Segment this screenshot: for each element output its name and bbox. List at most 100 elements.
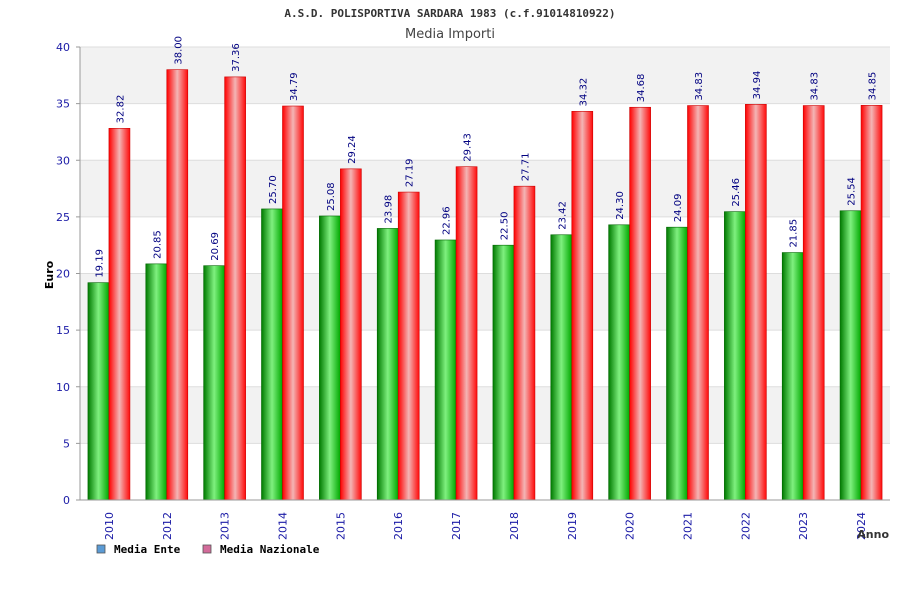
- bar: [724, 211, 746, 501]
- bar: [282, 105, 304, 501]
- bar: [781, 252, 804, 501]
- x-tick-label: 2015: [334, 512, 347, 540]
- value-labels: 19.19 32.82 20.85 38.00 20.69 37.36 25.70 34.79…: [94, 36, 878, 278]
- bar: [666, 226, 688, 501]
- data-label: 27.19: [405, 158, 416, 187]
- x-tick-label: 2021: [682, 512, 695, 540]
- data-label: 38.00: [173, 36, 184, 65]
- data-label: 25.54: [847, 177, 858, 206]
- y-axis-label: Euro: [43, 260, 56, 289]
- plot-band: [80, 160, 890, 217]
- bar: [397, 191, 420, 501]
- legend-label-media-nazionale: Media Nazionale: [220, 543, 320, 556]
- chart-title: A.S.D. POLISPORTIVA SARDARA 1983 (c.f.91…: [284, 7, 615, 20]
- data-label: 34.32: [578, 78, 589, 107]
- bar: [203, 265, 225, 501]
- x-tick-label: 2018: [508, 512, 521, 540]
- data-label: 34.68: [636, 74, 647, 103]
- data-label: 34.83: [810, 72, 821, 101]
- bar: [87, 282, 110, 501]
- data-label: 32.82: [115, 95, 126, 124]
- bar: [513, 185, 536, 501]
- bar: [455, 166, 478, 501]
- x-tick-label: 2019: [566, 512, 579, 540]
- data-label: 27.71: [520, 153, 531, 182]
- x-tick-label: 2013: [219, 512, 232, 540]
- bar: [608, 224, 630, 501]
- plot-band: [80, 273, 890, 331]
- y-tick-label: 5: [63, 437, 70, 450]
- bar: [629, 106, 651, 501]
- bar: [550, 234, 573, 501]
- bar: [839, 210, 862, 501]
- data-label: 25.70: [268, 175, 279, 204]
- plot-band: [80, 216, 890, 274]
- plot-band: [80, 330, 890, 387]
- bar: [687, 105, 709, 501]
- bar: [434, 239, 457, 501]
- y-tick-label: 15: [56, 324, 70, 337]
- y-tick-label: 40: [56, 41, 70, 54]
- bar: [319, 215, 341, 501]
- bar: [145, 263, 168, 501]
- bar: [571, 111, 594, 501]
- y-tick-label: 0: [63, 494, 70, 507]
- bar: [376, 228, 399, 501]
- data-label: 24.09: [673, 194, 684, 223]
- data-label: 22.50: [499, 212, 510, 241]
- data-label: 34.85: [868, 72, 879, 101]
- x-axis-ticks: 2010 2012 2013 2014 2015 2016 2017 2018 2019 2020…: [103, 512, 868, 540]
- plot-band: [80, 443, 890, 500]
- plot-band: [80, 386, 890, 444]
- data-label: 34.94: [752, 71, 763, 100]
- plot-band: [80, 103, 890, 161]
- bar: [802, 105, 825, 501]
- bar: [492, 244, 515, 501]
- y-tick-label: 25: [56, 211, 70, 224]
- data-label: 37.36: [231, 43, 242, 72]
- x-tick-label: 2022: [739, 512, 752, 540]
- x-tick-label: 2017: [450, 512, 463, 540]
- y-tick-label: 30: [56, 154, 70, 167]
- data-label: 22.96: [442, 206, 453, 235]
- bar: [340, 168, 362, 501]
- data-label: 24.30: [615, 191, 626, 220]
- data-label: 21.85: [789, 219, 800, 248]
- chart-subtitle: Media Importi: [405, 27, 495, 42]
- x-tick-label: 2023: [797, 512, 810, 540]
- bar: [224, 76, 246, 501]
- legend-label-media-ente: Media Ente: [114, 543, 181, 556]
- y-tick-label: 20: [56, 268, 70, 281]
- x-tick-label: 2014: [277, 512, 290, 540]
- bar: [166, 69, 189, 501]
- y-axis-ticks: 0 5 10 15 20 25 30 35 40: [56, 41, 80, 507]
- data-label: 29.24: [347, 135, 358, 164]
- bar: [108, 128, 131, 501]
- x-tick-label: 2024: [855, 512, 868, 540]
- legend-swatch-media-nazionale: [202, 544, 212, 554]
- legend-swatch-media-ente: [96, 544, 106, 554]
- data-label: 20.69: [210, 232, 221, 261]
- y-tick-label: 10: [56, 381, 70, 394]
- x-tick-label: 2016: [392, 512, 405, 540]
- data-label: 25.08: [326, 182, 337, 211]
- data-label: 29.43: [463, 133, 474, 162]
- bar: [261, 208, 283, 501]
- bar: [860, 105, 883, 501]
- data-label: 20.85: [152, 230, 163, 259]
- bar: [745, 104, 767, 501]
- x-tick-label: 2020: [624, 512, 637, 540]
- data-label: 23.98: [384, 195, 395, 224]
- legend: Media Ente Media Nazionale: [96, 543, 320, 556]
- y-tick-label: 35: [56, 98, 70, 111]
- data-label: 25.46: [731, 178, 742, 207]
- x-axis-label: Anno: [857, 528, 889, 541]
- x-tick-label: 2010: [103, 512, 116, 540]
- data-label: 34.79: [289, 72, 300, 101]
- data-label: 19.19: [94, 249, 105, 278]
- plot-band: [80, 47, 890, 104]
- data-label: 23.42: [557, 201, 568, 230]
- x-tick-label: 2012: [161, 512, 174, 540]
- bars: [87, 69, 883, 501]
